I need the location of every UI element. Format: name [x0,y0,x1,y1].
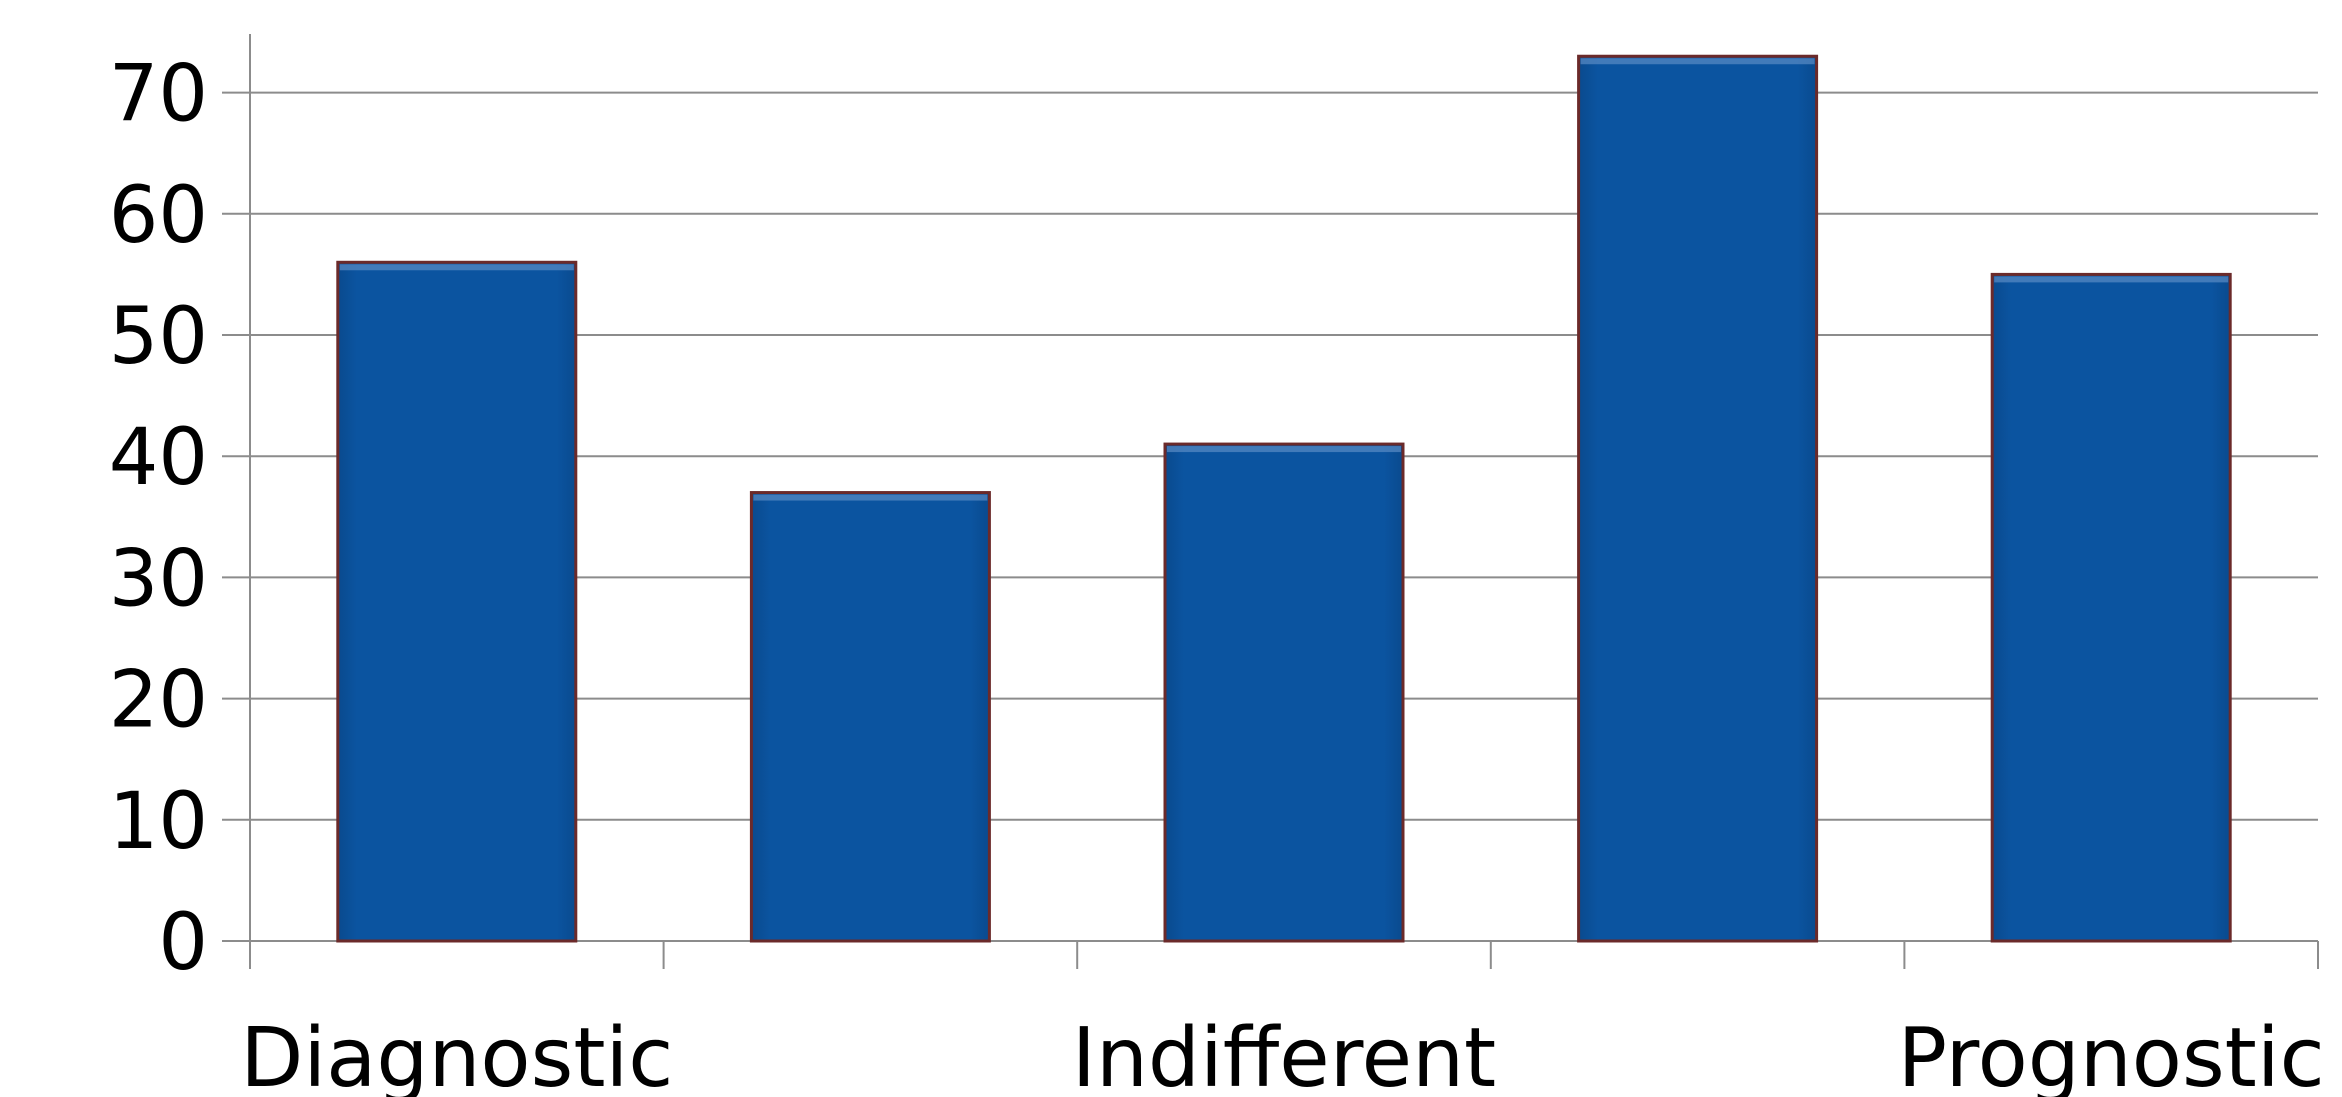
bar-highlight [753,494,988,501]
bars [336,54,2232,943]
y-tick-label: 70 [109,50,208,140]
bar-rect [336,260,578,943]
bar-highlight [339,264,574,271]
bar-diagnostic [336,260,578,943]
y-tick-label: 50 [109,292,208,382]
y-tick-label: 60 [109,171,208,261]
bar-rect [1990,272,2232,943]
bar-highlight [1580,58,1815,65]
y-tick-labels: 0 10 20 30 40 50 60 70 [109,50,208,988]
y-tick-label: 30 [109,534,208,624]
y-tick-label: 20 [109,656,208,746]
bar-item-2 [749,491,991,943]
category-labels: Diagnostic Indifferent Prognostic [240,1011,2324,1097]
bar-prognostic [1990,272,2232,943]
bar-indifferent [1163,442,1405,943]
bar-highlight [1167,446,1401,453]
y-tick-label: 40 [109,413,208,503]
y-tick-label: 0 [158,898,208,988]
bar-item-4 [1577,54,1819,943]
y-tick-label: 10 [109,777,208,867]
bar-rect [749,491,991,943]
category-label-prognostic: Prognostic [1898,1011,2325,1097]
bar-highlight [1994,276,2229,283]
category-label-indifferent: Indifferent [1072,1011,1496,1097]
bar-rect [1163,442,1405,943]
bar-rect [1577,54,1819,943]
category-label-diagnostic: Diagnostic [240,1011,673,1097]
